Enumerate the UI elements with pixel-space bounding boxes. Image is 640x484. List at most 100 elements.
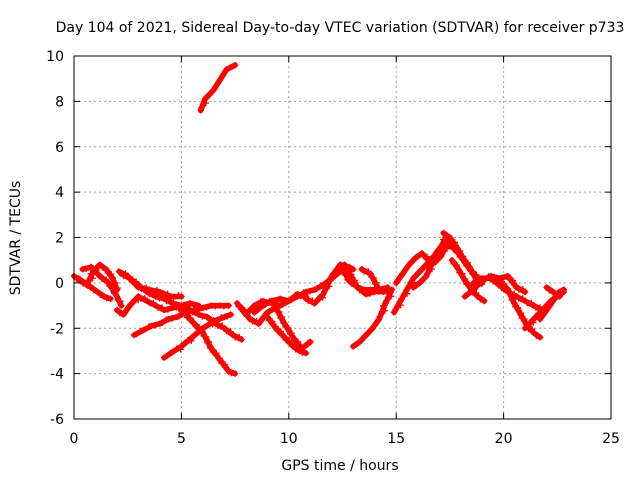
y-axis-label: SDTVAR / TECUs: [8, 181, 24, 296]
data-point: [285, 324, 292, 332]
data-point: [231, 370, 239, 377]
data-point: [499, 274, 507, 281]
y-tick-label: -6: [50, 412, 64, 428]
data-point: [313, 285, 320, 292]
data-point: [398, 295, 405, 302]
grid: [74, 56, 611, 419]
y-tick-label: 0: [55, 276, 64, 292]
data-point: [262, 301, 269, 308]
data-point: [528, 326, 536, 333]
data-point: [504, 272, 512, 280]
data-point: [512, 303, 519, 310]
data-point: [220, 70, 227, 77]
data-point: [227, 328, 234, 335]
data-point: [467, 267, 474, 274]
data-point: [216, 77, 223, 84]
data-point: [106, 283, 113, 290]
data-marks: [70, 61, 567, 377]
data-point: [367, 270, 374, 277]
data-point: [129, 276, 136, 283]
data-point: [411, 273, 419, 280]
data-point: [113, 293, 121, 300]
data-point: [461, 258, 468, 265]
data-point: [178, 293, 185, 300]
data-point: [170, 293, 177, 301]
data-point: [532, 314, 539, 321]
y-tick-label: 4: [55, 185, 64, 201]
data-point: [370, 322, 378, 329]
data-point: [203, 304, 210, 311]
data-point: [180, 341, 187, 348]
data-point: [194, 306, 202, 313]
data-point: [159, 319, 166, 326]
data-point: [216, 356, 224, 364]
data-point: [264, 313, 271, 321]
y-tick-label: -4: [50, 367, 64, 383]
data-point: [213, 317, 220, 324]
data-point: [187, 314, 194, 322]
data-point: [178, 305, 186, 313]
data-point: [84, 282, 91, 289]
data-point: [272, 304, 280, 311]
data-point: [289, 334, 297, 341]
data-point: [212, 84, 219, 91]
data-point: [104, 269, 111, 277]
data-point: [557, 290, 565, 297]
data-point: [186, 308, 193, 315]
data-point: [364, 330, 371, 337]
data-point: [128, 300, 135, 308]
data-point: [151, 322, 159, 329]
data-point: [107, 295, 114, 302]
data-point: [257, 318, 264, 325]
data-point: [131, 281, 139, 288]
data-point: [441, 240, 448, 248]
data-point: [253, 301, 260, 308]
x-tick-label: 0: [70, 431, 79, 447]
data-point: [533, 332, 540, 339]
data-point: [265, 317, 273, 324]
data-point: [461, 277, 469, 284]
data-point: [358, 337, 365, 344]
data-point: [387, 293, 395, 300]
data-point: [292, 346, 299, 353]
data-point: [231, 61, 239, 69]
x-tick-label: 5: [177, 431, 186, 447]
data-point: [188, 337, 195, 344]
data-point: [511, 300, 518, 307]
data-point: [538, 313, 545, 320]
data-point: [450, 260, 457, 267]
data-point: [227, 311, 234, 318]
data-point: [330, 270, 337, 277]
data-point: [186, 300, 194, 307]
data-point: [379, 285, 386, 293]
data-point: [169, 348, 176, 356]
data-point: [551, 295, 558, 302]
data-point: [509, 277, 516, 284]
data-point: [227, 64, 234, 71]
data-point: [181, 301, 189, 309]
data-point: [320, 288, 328, 295]
data-point: [469, 268, 477, 275]
data-point: [466, 263, 473, 271]
data-point: [196, 323, 203, 331]
data-point: [455, 266, 462, 273]
data-point: [347, 272, 355, 280]
data-point: [89, 275, 96, 282]
data-point: [191, 332, 198, 339]
data-point: [443, 245, 451, 252]
data-point: [446, 234, 454, 241]
data-point: [463, 281, 470, 288]
data-point: [436, 245, 443, 253]
data-point: [110, 290, 118, 297]
axis-ticks: 0 5 10 15 20 25 -6 -4 -2 0 2 4 6 8 10: [46, 49, 620, 447]
data-point: [102, 276, 110, 283]
data-point: [466, 282, 473, 289]
data-point: [105, 279, 112, 287]
data-point: [269, 318, 276, 325]
data-point: [277, 328, 284, 335]
data-point: [205, 320, 212, 327]
data-point: [201, 323, 209, 331]
data-point: [508, 296, 516, 304]
data-point: [326, 283, 333, 290]
